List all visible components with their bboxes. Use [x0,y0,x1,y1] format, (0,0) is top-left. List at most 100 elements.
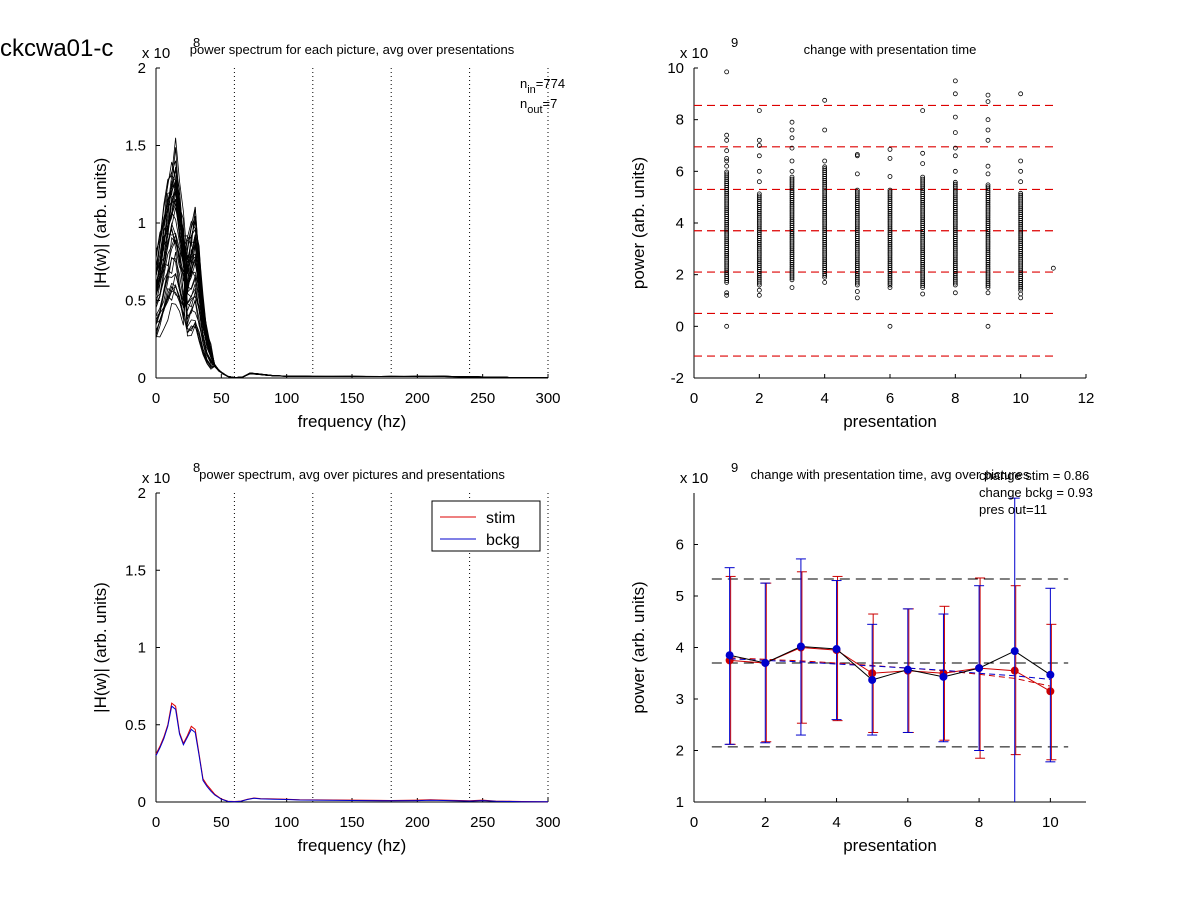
y-tick-label: 0 [138,370,146,387]
data-point [1018,179,1024,185]
plot-title: power spectrum for each picture, avg ove… [190,42,515,57]
data-point [1018,91,1024,97]
series-point-bckg [1010,647,1019,656]
y-tick-label: 6 [676,537,684,554]
data-point [789,168,795,174]
spectrum-curve [155,274,549,379]
data-point [985,163,991,169]
data-point [756,168,762,174]
spectrum-curve [155,181,549,379]
y-exponent-label: x 10 [680,470,708,487]
spectrum-curve [155,232,549,379]
data-point [756,292,762,298]
data-point [985,290,991,296]
data-point [920,108,926,113]
spectrum-curve [155,200,549,379]
data-point [920,150,926,156]
data-point [789,119,795,125]
y-axis-label: |H(w)| (arb. units) [91,582,110,713]
spectrum-curve [155,243,549,379]
data-point [724,290,730,296]
y-tick-label: 0 [676,318,684,335]
data-point [985,92,991,98]
data-point [952,145,958,151]
data-point [789,158,795,164]
spectrum-curve [155,207,549,379]
y-tick-label: 1 [138,215,146,232]
data-point [724,155,730,161]
spectrum-curve [155,137,549,379]
data-point [1018,192,1024,198]
x-tick-label: 6 [886,390,894,407]
x-axis-label: presentation [843,412,937,431]
x-tick-label: 300 [535,390,560,407]
y-tick-label: 3 [676,691,684,708]
data-point [789,127,795,133]
data-point [952,78,958,84]
spectrum-curve [155,237,549,379]
series-point-bckg [1046,670,1055,679]
data-point [756,193,762,199]
data-point [887,285,893,291]
y-tick-label: 6 [676,163,684,180]
data-point [985,117,991,123]
data-point [952,179,958,185]
spectrum-curve [155,180,549,379]
data-point [756,143,762,148]
legend-label-stim: stim [486,510,515,527]
data-point [1018,295,1024,301]
data-point [920,291,926,297]
data-point [724,323,730,329]
x-tick-label: 2 [755,390,763,407]
chart-bl: 0 50 100 150 200 250 300 0 0.5 1 1.5 2x 10 8 frequenc… [91,460,561,855]
y-exponent-power: 8 [193,460,200,475]
x-tick-label: 0 [690,390,698,407]
x-tick-label: 0 [690,814,698,831]
data-point [1018,158,1024,164]
spectrum-curve [155,184,549,379]
data-point [724,171,730,177]
x-tick-label: 250 [470,814,495,831]
data-point [1018,291,1024,297]
data-point [756,153,762,159]
series-line-bckg [155,705,549,803]
legend-label-bckg: bckg [486,532,520,549]
data-point [854,187,860,193]
x-tick-label: 4 [832,814,840,831]
spectrum-curve [155,181,549,379]
x-tick-label: 50 [213,390,230,407]
data-point [952,114,958,120]
data-point [952,168,958,174]
data-point [952,290,958,296]
spectrum-curve [155,191,549,379]
x-tick-label: 10 [1042,814,1059,831]
spectrum-curve [155,147,549,379]
data-point [789,285,795,291]
series-line-bckg [729,645,1051,681]
plot-title: power spectrum, avg over pictures and pr… [199,467,505,482]
x-tick-label: 2 [761,814,769,831]
plot-title: change with presentation time, avg over … [751,467,1030,482]
spectrum-curve [155,252,549,379]
spectrum-curve [155,169,549,379]
data-point [724,148,730,154]
x-tick-label: 6 [904,814,912,831]
x-tick-label: 0 [152,814,160,831]
data-point [920,176,926,182]
stat-annotation: change stim = 0.86 [979,468,1089,483]
spectrum-curve [155,160,549,379]
y-tick-label: 5 [676,588,684,605]
spectrum-curve [155,236,549,379]
x-tick-label: 200 [405,390,430,407]
x-axis-label: frequency (hz) [298,836,407,855]
data-point [756,191,762,197]
data-point [789,145,795,151]
spectrum-curve [155,228,549,379]
y-tick-label: 1 [138,640,146,657]
data-point [985,99,991,104]
series-point-bckg [939,672,948,681]
spectrum-curve [155,218,549,379]
data-point [724,137,730,143]
